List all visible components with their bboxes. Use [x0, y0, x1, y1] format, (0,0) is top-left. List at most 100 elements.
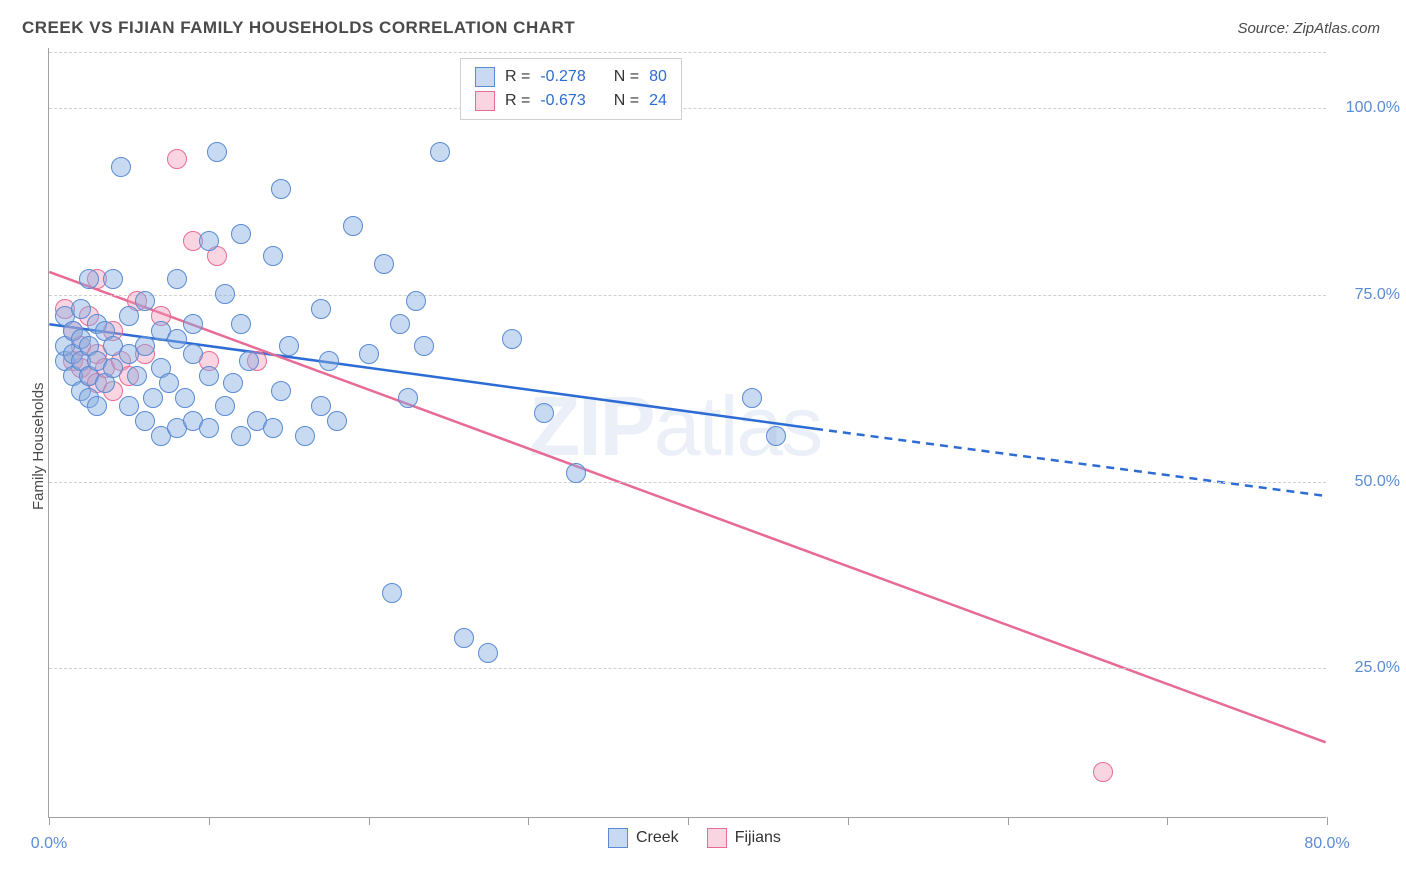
data-point: [566, 463, 586, 483]
x-tick-label: 0.0%: [31, 835, 67, 853]
stat-N-creek: 80: [649, 68, 667, 86]
data-point: [295, 426, 315, 446]
stats-legend: R = -0.278 N = 80 R = -0.673 N = 24: [460, 58, 682, 120]
data-point: [534, 403, 554, 423]
data-point: [207, 142, 227, 162]
x-tick: [1327, 817, 1328, 825]
data-point: [167, 149, 187, 169]
data-point: [175, 388, 195, 408]
data-point: [167, 269, 187, 289]
data-point: [239, 351, 259, 371]
data-point: [406, 291, 426, 311]
source-attribution: Source: ZipAtlas.com: [1237, 20, 1380, 37]
data-point: [327, 411, 347, 431]
data-point: [766, 426, 786, 446]
data-point: [231, 426, 251, 446]
data-point: [430, 142, 450, 162]
data-point: [143, 388, 163, 408]
data-point: [1093, 762, 1113, 782]
data-point: [414, 336, 434, 356]
data-point: [279, 336, 299, 356]
data-point: [167, 329, 187, 349]
data-point: [359, 344, 379, 364]
legend-label-fijians: Fijians: [735, 829, 781, 847]
data-point: [215, 396, 235, 416]
data-point: [199, 366, 219, 386]
y-axis-title: Family Households: [30, 382, 47, 510]
data-point: [199, 418, 219, 438]
data-point: [71, 299, 91, 319]
x-tick: [848, 817, 849, 825]
data-point: [135, 336, 155, 356]
data-point: [398, 388, 418, 408]
stats-row-fijians: R = -0.673 N = 24: [475, 89, 667, 113]
data-point: [231, 314, 251, 334]
legend-label-creek: Creek: [636, 829, 679, 847]
data-point: [135, 411, 155, 431]
data-point: [311, 299, 331, 319]
y-tick-label: 100.0%: [1336, 99, 1400, 117]
grid-line: [49, 482, 1326, 483]
data-point: [103, 269, 123, 289]
data-point: [135, 291, 155, 311]
x-tick-label: 80.0%: [1304, 835, 1349, 853]
y-tick-label: 50.0%: [1336, 473, 1400, 491]
data-point: [742, 388, 762, 408]
data-point: [127, 366, 147, 386]
swatch-fijian-icon: [475, 91, 495, 111]
stat-N-label: N =: [614, 92, 639, 110]
data-point: [183, 344, 203, 364]
x-tick: [49, 817, 50, 825]
x-tick: [528, 817, 529, 825]
data-point: [111, 157, 131, 177]
swatch-creek-icon: [475, 67, 495, 87]
data-point: [119, 306, 139, 326]
data-point: [390, 314, 410, 334]
data-point: [311, 396, 331, 416]
data-point: [382, 583, 402, 603]
stats-row-creek: R = -0.278 N = 80: [475, 65, 667, 89]
data-point: [271, 381, 291, 401]
legend-item-creek: Creek: [608, 828, 679, 848]
x-tick: [369, 817, 370, 825]
data-point: [199, 231, 219, 251]
data-point: [343, 216, 363, 236]
swatch-creek-icon: [608, 828, 628, 848]
grid-line: [49, 108, 1326, 109]
grid-line: [49, 668, 1326, 669]
swatch-fijian-icon: [707, 828, 727, 848]
data-point: [263, 418, 283, 438]
data-point: [502, 329, 522, 349]
data-point: [271, 179, 291, 199]
data-point: [119, 396, 139, 416]
data-point: [215, 284, 235, 304]
stat-R-label: R =: [505, 68, 530, 86]
stat-N-label: N =: [614, 68, 639, 86]
grid-line: [49, 52, 1326, 53]
data-point: [223, 373, 243, 393]
chart-title: CREEK VS FIJIAN FAMILY HOUSEHOLDS CORREL…: [22, 18, 575, 38]
y-tick-label: 75.0%: [1336, 286, 1400, 304]
data-point: [454, 628, 474, 648]
y-tick-label: 25.0%: [1336, 659, 1400, 677]
stat-R-fijian: -0.673: [540, 92, 585, 110]
data-point: [87, 396, 107, 416]
data-point: [319, 351, 339, 371]
data-point: [103, 358, 123, 378]
data-point: [478, 643, 498, 663]
grid-line: [49, 295, 1326, 296]
data-point: [183, 314, 203, 334]
stat-R-label: R =: [505, 92, 530, 110]
legend-item-fijians: Fijians: [707, 828, 781, 848]
data-point: [263, 246, 283, 266]
data-point: [231, 224, 251, 244]
data-point: [79, 269, 99, 289]
plot-area: ZIPatlas 25.0%50.0%75.0%100.0%0.0%80.0%: [48, 48, 1326, 818]
x-tick: [1008, 817, 1009, 825]
x-tick: [1167, 817, 1168, 825]
data-point: [159, 373, 179, 393]
x-tick: [688, 817, 689, 825]
data-point: [374, 254, 394, 274]
series-legend: Creek Fijians: [608, 828, 781, 848]
stat-R-creek: -0.278: [540, 68, 585, 86]
